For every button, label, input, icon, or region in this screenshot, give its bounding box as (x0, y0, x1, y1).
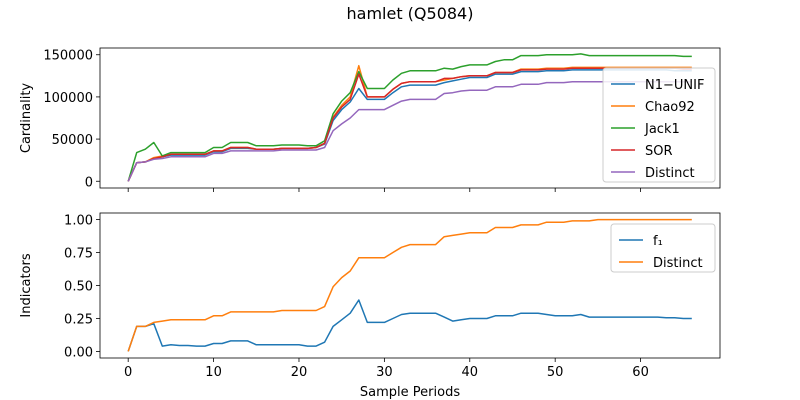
series-line-1-0 (127, 299, 692, 352)
x-tick-label: 10 (205, 365, 222, 380)
legend-box (602, 67, 716, 183)
series-line-0-3 (127, 67, 692, 182)
axes-frame (99, 47, 721, 189)
x-axis-label: Sample Periods (360, 385, 460, 400)
bottom-panel: 0 10 20 30 40 50 60 0.00 0.25 0.50 0.75 1.00 Indicat… (19, 212, 721, 380)
x-tick-label: 60 (632, 365, 649, 380)
y-tick-label: 0.00 (64, 345, 93, 360)
legend-label: Jack1 (644, 122, 680, 137)
legend-label: Chao92 (645, 100, 695, 115)
y-tick-label: 1.00 (64, 214, 93, 229)
x-tick-label: 20 (291, 365, 308, 380)
x-tick-label: 0 (124, 365, 132, 380)
legend-box (610, 223, 716, 273)
legend-label: Distinct (653, 256, 703, 271)
y-axis-label: Cardinality (19, 83, 34, 154)
legend-label: Distinct (645, 166, 695, 181)
x-tick-label: 40 (462, 365, 479, 380)
legend-label: N1−UNIF (645, 78, 704, 93)
y-tick-label: 100000 (43, 91, 93, 106)
y-tick-label: 0.75 (64, 247, 93, 262)
chart-title: hamlet (Q5084) (347, 4, 474, 23)
x-tick-label: 30 (376, 365, 393, 380)
series-line-1-1 (127, 218, 692, 352)
series-line-0-0 (127, 69, 692, 182)
top-panel: 0 50000 100000 150000 Cardinality N1−UNIF Chao… (19, 47, 721, 192)
series-line-0-2 (127, 53, 692, 182)
y-tick-label: 0.50 (64, 280, 93, 295)
y-tick-label: 0.25 (64, 312, 93, 327)
series-line-0-4 (127, 80, 692, 182)
y-tick-label: 50000 (52, 133, 93, 148)
y-tick-label: 0 (85, 175, 93, 190)
x-tick-label: 50 (547, 365, 564, 380)
legend-label: f₁ (653, 234, 663, 249)
y-axis-label: Indicators (19, 253, 34, 317)
legend-label: SOR (645, 144, 673, 159)
y-tick-label: 150000 (43, 49, 93, 64)
